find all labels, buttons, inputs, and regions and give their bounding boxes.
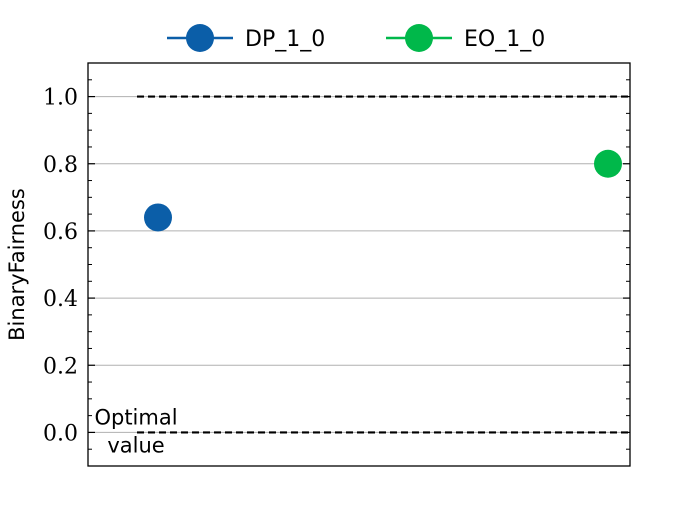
- data-points: [144, 149, 622, 232]
- legend: DP_1_0 EO_1_0: [167, 24, 545, 52]
- y-tick-label: 0.6: [43, 220, 78, 245]
- legend-label-dp: DP_1_0: [245, 27, 325, 52]
- y-tick-label: 0.8: [43, 153, 78, 178]
- y-tick-label: 0.4: [43, 287, 78, 312]
- y-tick-label: 0.2: [43, 354, 78, 379]
- optimal-annotation-line2: value: [107, 433, 164, 457]
- reference-lines: [137, 95, 630, 434]
- y-tick-label: 1.0: [43, 86, 78, 111]
- grid-lines: [88, 96, 630, 433]
- legend-marker-eo: [405, 24, 433, 52]
- legend-item-eo: EO_1_0: [386, 24, 545, 52]
- y-axis-label: BinaryFairness: [5, 188, 29, 341]
- y-tick-label: 0.0: [43, 421, 78, 446]
- legend-label-eo: EO_1_0: [464, 27, 545, 52]
- legend-marker-dp: [186, 24, 214, 52]
- y-axis-ticks: 0.0 0.2 0.4 0.6 0.8 1.0: [43, 62, 630, 467]
- optimal-annotation-line1: Optimal: [94, 405, 177, 429]
- data-point-eo: [594, 149, 622, 178]
- data-point-dp: [144, 203, 172, 232]
- legend-item-dp: DP_1_0: [167, 24, 325, 52]
